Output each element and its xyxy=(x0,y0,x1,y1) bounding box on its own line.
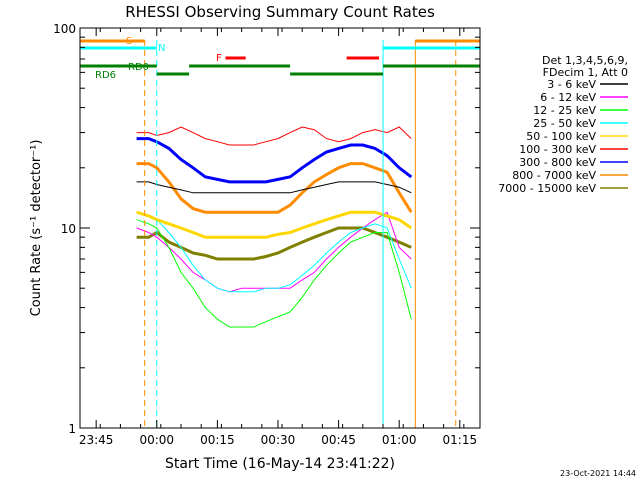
flag-label-s: S xyxy=(126,36,132,47)
legend-label-2: 12 - 25 keV xyxy=(533,104,596,117)
y-tick-label-0: 1 xyxy=(68,422,76,436)
series-line-6 xyxy=(136,181,412,194)
flag-layer: S N F RD0 RD6 xyxy=(80,36,480,81)
series-line-5 xyxy=(136,162,413,214)
legend-header-1: FDecim 1, Att 0 xyxy=(543,66,628,79)
x-tick-label-1: 00:00 xyxy=(139,433,174,447)
x-tick-label-2: 00:15 xyxy=(200,433,235,447)
legend-label-1: 6 - 12 keV xyxy=(540,91,596,104)
chart-title: RHESSI Observing Summary Count Rates xyxy=(125,3,435,21)
y-axis-label: Count Rate (s⁻¹ detector⁻¹) xyxy=(29,140,44,317)
x-tick-label-4: 00:45 xyxy=(321,433,356,447)
series-line-3 xyxy=(136,211,412,293)
legend-label-7: 800 - 7000 keV xyxy=(512,169,596,182)
flag-label-n: N xyxy=(158,43,165,54)
legend-label-4: 50 - 100 keV xyxy=(526,130,596,143)
series-line-4 xyxy=(136,210,413,239)
legend-label-6: 300 - 800 keV xyxy=(519,156,596,169)
series-line-0 xyxy=(136,226,412,261)
series-layer xyxy=(136,126,413,328)
legend-label-5: 100 - 300 keV xyxy=(519,143,596,156)
series-line-8 xyxy=(136,126,412,146)
series-line-7 xyxy=(136,137,413,184)
legend-header-0: Det 1,3,4,5,6,9, xyxy=(542,54,628,67)
flag-label-rd0: RD0 xyxy=(128,62,149,73)
x-tick-label-0: 23:45 xyxy=(79,433,114,447)
legend: Det 1,3,4,5,6,9,FDecim 1, Att 03 - 6 keV… xyxy=(498,54,628,195)
x-tick-label-3: 00:30 xyxy=(261,433,296,447)
x-tick-label-5: 01:00 xyxy=(382,433,417,447)
series-line-2 xyxy=(136,219,412,328)
flag-label-f: F xyxy=(216,53,222,64)
x-tick-label-6: 01:15 xyxy=(443,433,478,447)
flag-label-rd6: RD6 xyxy=(95,70,116,81)
axis-layer: 23:45 00:00 00:15 00:30 00:45 01:00 01:15 1 10 10… xyxy=(53,22,480,447)
legend-label-3: 25 - 50 keV xyxy=(533,117,596,130)
footer-timestamp: 23-Oct-2021 14:44 xyxy=(560,469,636,478)
legend-label-0: 3 - 6 keV xyxy=(547,78,596,91)
y-tick-label-1: 10 xyxy=(61,222,76,236)
legend-label-8: 7000 - 15000 keV xyxy=(498,182,596,195)
x-axis-label: Start Time (16-May-14 23:41:22) xyxy=(165,456,395,472)
y-tick-label-2: 100 xyxy=(53,22,76,36)
